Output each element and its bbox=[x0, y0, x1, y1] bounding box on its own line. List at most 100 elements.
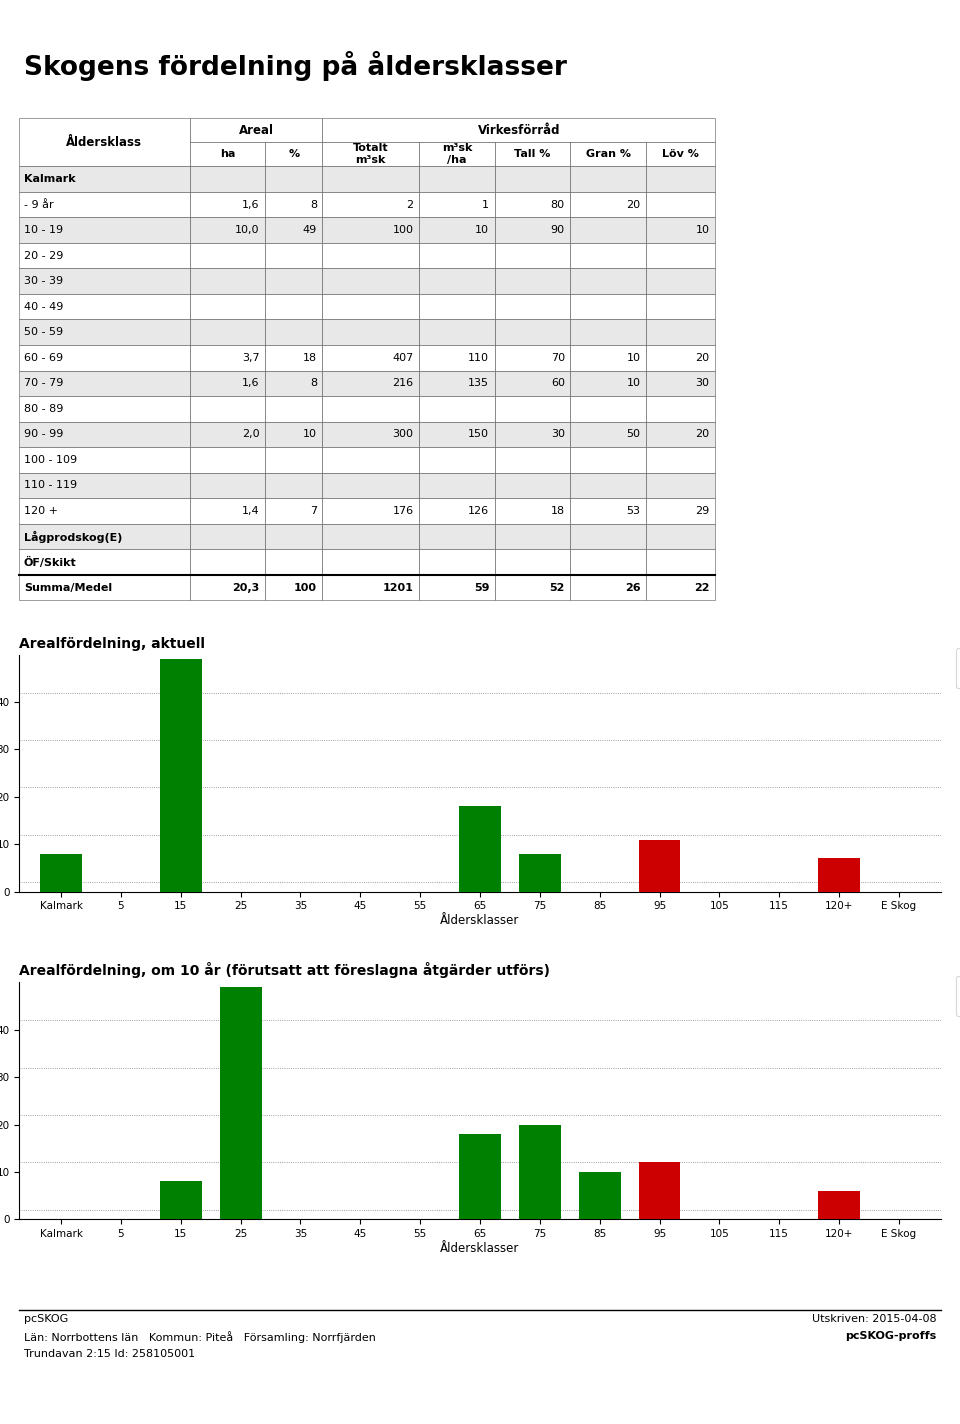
FancyBboxPatch shape bbox=[265, 550, 323, 575]
FancyBboxPatch shape bbox=[323, 319, 420, 345]
FancyBboxPatch shape bbox=[494, 244, 570, 268]
Text: Tall %: Tall % bbox=[515, 150, 551, 159]
Text: 150: 150 bbox=[468, 430, 490, 440]
FancyBboxPatch shape bbox=[646, 473, 715, 498]
FancyBboxPatch shape bbox=[570, 550, 646, 575]
FancyBboxPatch shape bbox=[570, 447, 646, 473]
Text: 40 - 49: 40 - 49 bbox=[24, 302, 63, 312]
Text: 1,6: 1,6 bbox=[242, 199, 260, 209]
FancyBboxPatch shape bbox=[570, 473, 646, 498]
Text: 1201: 1201 bbox=[383, 582, 414, 592]
FancyBboxPatch shape bbox=[19, 218, 190, 244]
FancyBboxPatch shape bbox=[190, 447, 265, 473]
FancyBboxPatch shape bbox=[190, 319, 265, 345]
FancyBboxPatch shape bbox=[420, 293, 494, 319]
FancyBboxPatch shape bbox=[646, 319, 715, 345]
FancyBboxPatch shape bbox=[323, 575, 420, 601]
Text: 110: 110 bbox=[468, 353, 490, 363]
Text: ha: ha bbox=[220, 150, 235, 159]
FancyBboxPatch shape bbox=[420, 473, 494, 498]
FancyBboxPatch shape bbox=[420, 244, 494, 268]
Legend: Produktionsmål, Naturvårdsmål: Produktionsmål, Naturvårdsmål bbox=[955, 977, 960, 1015]
FancyBboxPatch shape bbox=[19, 244, 190, 268]
FancyBboxPatch shape bbox=[265, 192, 323, 218]
Text: 22: 22 bbox=[694, 582, 709, 592]
FancyBboxPatch shape bbox=[646, 575, 715, 601]
Text: 50 - 59: 50 - 59 bbox=[24, 328, 63, 337]
Text: 10: 10 bbox=[695, 225, 709, 235]
FancyBboxPatch shape bbox=[494, 142, 570, 167]
FancyBboxPatch shape bbox=[420, 447, 494, 473]
Text: 30 - 39: 30 - 39 bbox=[24, 276, 63, 286]
Text: 10 - 19: 10 - 19 bbox=[24, 225, 63, 235]
FancyBboxPatch shape bbox=[19, 473, 190, 498]
FancyBboxPatch shape bbox=[323, 268, 420, 293]
FancyBboxPatch shape bbox=[323, 473, 420, 498]
FancyBboxPatch shape bbox=[19, 422, 190, 447]
FancyBboxPatch shape bbox=[323, 142, 420, 167]
Text: 300: 300 bbox=[393, 430, 414, 440]
Text: 29: 29 bbox=[695, 506, 709, 515]
FancyBboxPatch shape bbox=[190, 550, 265, 575]
Text: 176: 176 bbox=[393, 506, 414, 515]
FancyBboxPatch shape bbox=[420, 498, 494, 524]
Text: 10,0: 10,0 bbox=[235, 225, 260, 235]
Text: Virkesförråd: Virkesförråd bbox=[477, 124, 560, 137]
Text: 80: 80 bbox=[551, 199, 564, 209]
FancyBboxPatch shape bbox=[420, 422, 494, 447]
FancyBboxPatch shape bbox=[265, 167, 323, 192]
Bar bbox=[579, 1172, 620, 1219]
Text: 30: 30 bbox=[695, 379, 709, 389]
Legend: Produktionsmål, Naturvårdsmål: Produktionsmål, Naturvårdsmål bbox=[955, 648, 960, 688]
FancyBboxPatch shape bbox=[570, 268, 646, 293]
Text: Kalmark: Kalmark bbox=[24, 174, 76, 184]
Text: 18: 18 bbox=[302, 353, 317, 363]
Text: 20,3: 20,3 bbox=[232, 582, 260, 592]
FancyBboxPatch shape bbox=[323, 345, 420, 370]
FancyBboxPatch shape bbox=[19, 345, 190, 370]
Bar bbox=[519, 854, 561, 891]
Text: 100: 100 bbox=[294, 582, 317, 592]
Text: 59: 59 bbox=[473, 582, 490, 592]
FancyBboxPatch shape bbox=[19, 524, 190, 550]
Text: 10: 10 bbox=[626, 379, 640, 389]
Text: 90 - 99: 90 - 99 bbox=[24, 430, 63, 440]
FancyBboxPatch shape bbox=[570, 370, 646, 396]
Text: 60: 60 bbox=[551, 379, 564, 389]
Text: 50: 50 bbox=[626, 430, 640, 440]
Text: 20 - 29: 20 - 29 bbox=[24, 251, 63, 261]
Text: pcSKOG-proffs: pcSKOG-proffs bbox=[845, 1331, 936, 1341]
Text: 60 - 69: 60 - 69 bbox=[24, 353, 63, 363]
FancyBboxPatch shape bbox=[420, 142, 494, 167]
FancyBboxPatch shape bbox=[190, 244, 265, 268]
FancyBboxPatch shape bbox=[190, 167, 265, 192]
FancyBboxPatch shape bbox=[19, 498, 190, 524]
FancyBboxPatch shape bbox=[190, 118, 323, 142]
FancyBboxPatch shape bbox=[570, 142, 646, 167]
FancyBboxPatch shape bbox=[646, 293, 715, 319]
Text: 20: 20 bbox=[695, 430, 709, 440]
FancyBboxPatch shape bbox=[323, 118, 715, 142]
Text: 20: 20 bbox=[626, 199, 640, 209]
FancyBboxPatch shape bbox=[420, 218, 494, 244]
FancyBboxPatch shape bbox=[646, 345, 715, 370]
Text: Summa/Medel: Summa/Medel bbox=[24, 582, 112, 592]
FancyBboxPatch shape bbox=[646, 524, 715, 550]
FancyBboxPatch shape bbox=[323, 396, 420, 422]
Text: Totalt
m³sk: Totalt m³sk bbox=[353, 144, 389, 165]
Text: ÖF/Skikt: ÖF/Skikt bbox=[24, 557, 77, 568]
Text: 26: 26 bbox=[625, 582, 640, 592]
Bar bbox=[459, 1134, 501, 1219]
FancyBboxPatch shape bbox=[19, 319, 190, 345]
FancyBboxPatch shape bbox=[323, 167, 420, 192]
FancyBboxPatch shape bbox=[646, 396, 715, 422]
Text: 100: 100 bbox=[393, 225, 414, 235]
Text: Löv %: Löv % bbox=[662, 150, 699, 159]
FancyBboxPatch shape bbox=[494, 447, 570, 473]
Bar bbox=[40, 854, 82, 891]
FancyBboxPatch shape bbox=[265, 142, 323, 167]
Text: 10: 10 bbox=[475, 225, 490, 235]
Text: 126: 126 bbox=[468, 506, 490, 515]
FancyBboxPatch shape bbox=[494, 192, 570, 218]
FancyBboxPatch shape bbox=[19, 550, 190, 575]
